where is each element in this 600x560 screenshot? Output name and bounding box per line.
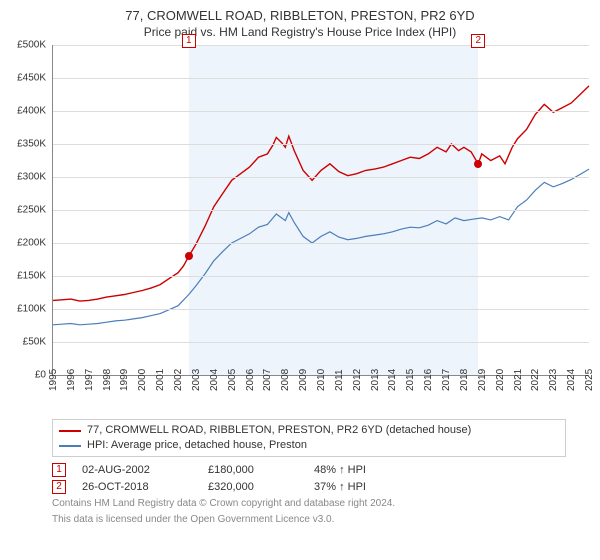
legend-label-hpi: HPI: Average price, detached house, Pres…	[87, 438, 307, 453]
gridline	[53, 276, 589, 277]
gridline	[53, 45, 589, 46]
y-tick-label: £450K	[17, 73, 46, 84]
legend-swatch-property	[59, 430, 81, 432]
x-tick-label: 2018	[459, 369, 470, 391]
plot-area: 12	[52, 45, 589, 376]
legend-swatch-hpi	[59, 445, 81, 447]
x-tick-label: 2015	[405, 369, 416, 391]
y-tick-label: £50K	[23, 337, 46, 348]
attribution-line-2: This data is licensed under the Open Gov…	[52, 514, 588, 526]
x-tick-label: 2003	[191, 369, 202, 391]
x-tick-label: 1997	[84, 369, 95, 391]
chart-subtitle: Price paid vs. HM Land Registry's House …	[12, 25, 588, 39]
x-tick-label: 2007	[262, 369, 273, 391]
gridline	[53, 78, 589, 79]
gridline	[53, 342, 589, 343]
x-tick-label: 2025	[584, 369, 595, 391]
sale-marker-1-box-icon: 1	[182, 34, 196, 48]
chart-box: £0 £50K £100K £150K £200K £250K £300K £350K £400…	[12, 45, 588, 415]
x-tick-label: 2017	[441, 369, 452, 391]
x-tick-label: 2021	[513, 369, 524, 391]
gridline	[53, 144, 589, 145]
x-tick-label: 2022	[530, 369, 541, 391]
legend: 77, CROMWELL ROAD, RIBBLETON, PRESTON, P…	[52, 419, 566, 457]
gridline	[53, 177, 589, 178]
gridline	[53, 111, 589, 112]
x-tick-label: 2008	[280, 369, 291, 391]
y-tick-label: £300K	[17, 172, 46, 183]
gridline	[53, 309, 589, 310]
sale-2-price: £320,000	[208, 481, 298, 493]
sale-1-date: 02-AUG-2002	[82, 464, 192, 476]
y-tick-label: £100K	[17, 304, 46, 315]
x-tick-label: 2011	[334, 369, 345, 391]
x-tick-label: 1995	[48, 369, 59, 391]
x-tick-label: 2012	[352, 369, 363, 391]
sale-marker-1-dot-icon	[185, 252, 193, 260]
legend-row-property: 77, CROMWELL ROAD, RIBBLETON, PRESTON, P…	[59, 423, 559, 438]
x-tick-label: 2024	[566, 369, 577, 391]
y-tick-label: £150K	[17, 271, 46, 282]
sale-row-1: 1 02-AUG-2002 £180,000 48% ↑ HPI	[52, 463, 588, 477]
sale-row-2: 2 26-OCT-2018 £320,000 37% ↑ HPI	[52, 480, 588, 494]
attribution-line-1: Contains HM Land Registry data © Crown c…	[52, 498, 588, 510]
y-tick-label: £400K	[17, 106, 46, 117]
chart-title: 77, CROMWELL ROAD, RIBBLETON, PRESTON, P…	[12, 8, 588, 23]
sale-1-price: £180,000	[208, 464, 298, 476]
x-tick-label: 2014	[387, 369, 398, 391]
series-property-line	[53, 86, 589, 301]
series-hpi-line	[53, 169, 589, 325]
x-tick-label: 2000	[137, 369, 148, 391]
y-tick-label: £350K	[17, 139, 46, 150]
x-tick-label: 2005	[227, 369, 238, 391]
sale-marker-1-icon: 1	[52, 463, 66, 477]
x-tick-label: 2010	[316, 369, 327, 391]
x-tick-label: 2006	[245, 369, 256, 391]
x-tick-label: 2023	[548, 369, 559, 391]
x-tick-label: 2019	[477, 369, 488, 391]
y-tick-label: £250K	[17, 205, 46, 216]
chart-container: 77, CROMWELL ROAD, RIBBLETON, PRESTON, P…	[0, 0, 600, 560]
y-tick-label: £0	[35, 370, 46, 381]
legend-label-property: 77, CROMWELL ROAD, RIBBLETON, PRESTON, P…	[87, 423, 471, 438]
x-tick-label: 2009	[298, 369, 309, 391]
sale-marker-2-dot-icon	[474, 160, 482, 168]
y-tick-label: £500K	[17, 40, 46, 51]
x-tick-label: 1999	[119, 369, 130, 391]
sale-2-date: 26-OCT-2018	[82, 481, 192, 493]
x-tick-label: 2002	[173, 369, 184, 391]
gridline	[53, 210, 589, 211]
x-tick-label: 2016	[423, 369, 434, 391]
legend-row-hpi: HPI: Average price, detached house, Pres…	[59, 438, 559, 453]
x-tick-label: 2001	[155, 369, 166, 391]
sale-marker-2-icon: 2	[52, 480, 66, 494]
y-axis: £0£50K£100K£150K£200K£250K£300K£350K£400…	[12, 45, 48, 375]
x-tick-label: 2020	[495, 369, 506, 391]
x-tick-label: 1998	[102, 369, 113, 391]
x-tick-label: 2004	[209, 369, 220, 391]
x-tick-label: 2013	[370, 369, 381, 391]
sale-2-pct: 37% ↑ HPI	[314, 481, 424, 493]
gridline	[53, 243, 589, 244]
sale-1-pct: 48% ↑ HPI	[314, 464, 424, 476]
sale-marker-2-box-icon: 2	[471, 34, 485, 48]
x-tick-label: 1996	[66, 369, 77, 391]
x-axis: 1995199619971998199920002001200220032004…	[52, 377, 588, 415]
y-tick-label: £200K	[17, 238, 46, 249]
